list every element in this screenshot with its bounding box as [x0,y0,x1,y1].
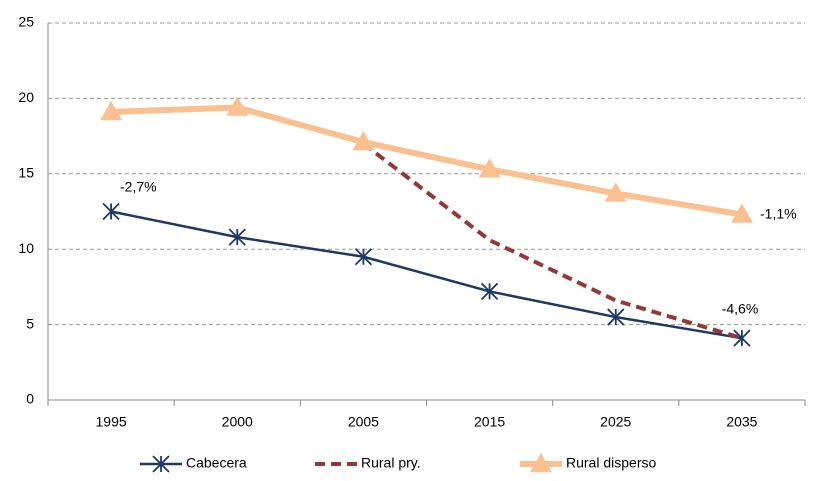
y-tick-label: 5 [26,315,34,331]
legend-marker [152,455,170,473]
x-tick-label: 1995 [96,414,127,430]
series-line [110,210,743,340]
x-tick-label: 2015 [474,414,505,430]
annotation: -1,1% [760,206,797,222]
legend-label: Rural pry. [361,455,421,471]
point-marker [102,202,120,221]
y-tick-label: 20 [18,89,34,105]
legend-label: Rural disperso [566,455,656,471]
annotation: -4,6% [722,301,759,317]
point-marker [730,203,753,223]
y-tick-label: 15 [18,165,34,181]
point-marker [354,248,373,266]
series-line [362,142,743,341]
legend-marker [530,453,552,473]
y-tick-label: 0 [26,391,34,407]
point-marker [352,131,375,151]
x-tick-label: 2005 [348,414,379,430]
x-tick-label: 2000 [222,414,253,430]
point-marker [733,329,751,347]
point-marker [228,228,246,246]
x-tick-label: 2035 [726,414,757,430]
point-marker [226,96,249,116]
point-marker [100,100,123,121]
y-tick-label: 10 [18,240,34,256]
point-marker [480,282,499,301]
point-marker [478,158,501,178]
x-tick-label: 2025 [600,414,631,430]
y-tick-label: 25 [18,14,34,30]
legend-label: Cabecera [186,455,247,471]
point-marker [604,182,627,202]
point-marker [607,308,625,326]
annotation: -2,7% [120,179,157,195]
series-line [110,104,743,218]
